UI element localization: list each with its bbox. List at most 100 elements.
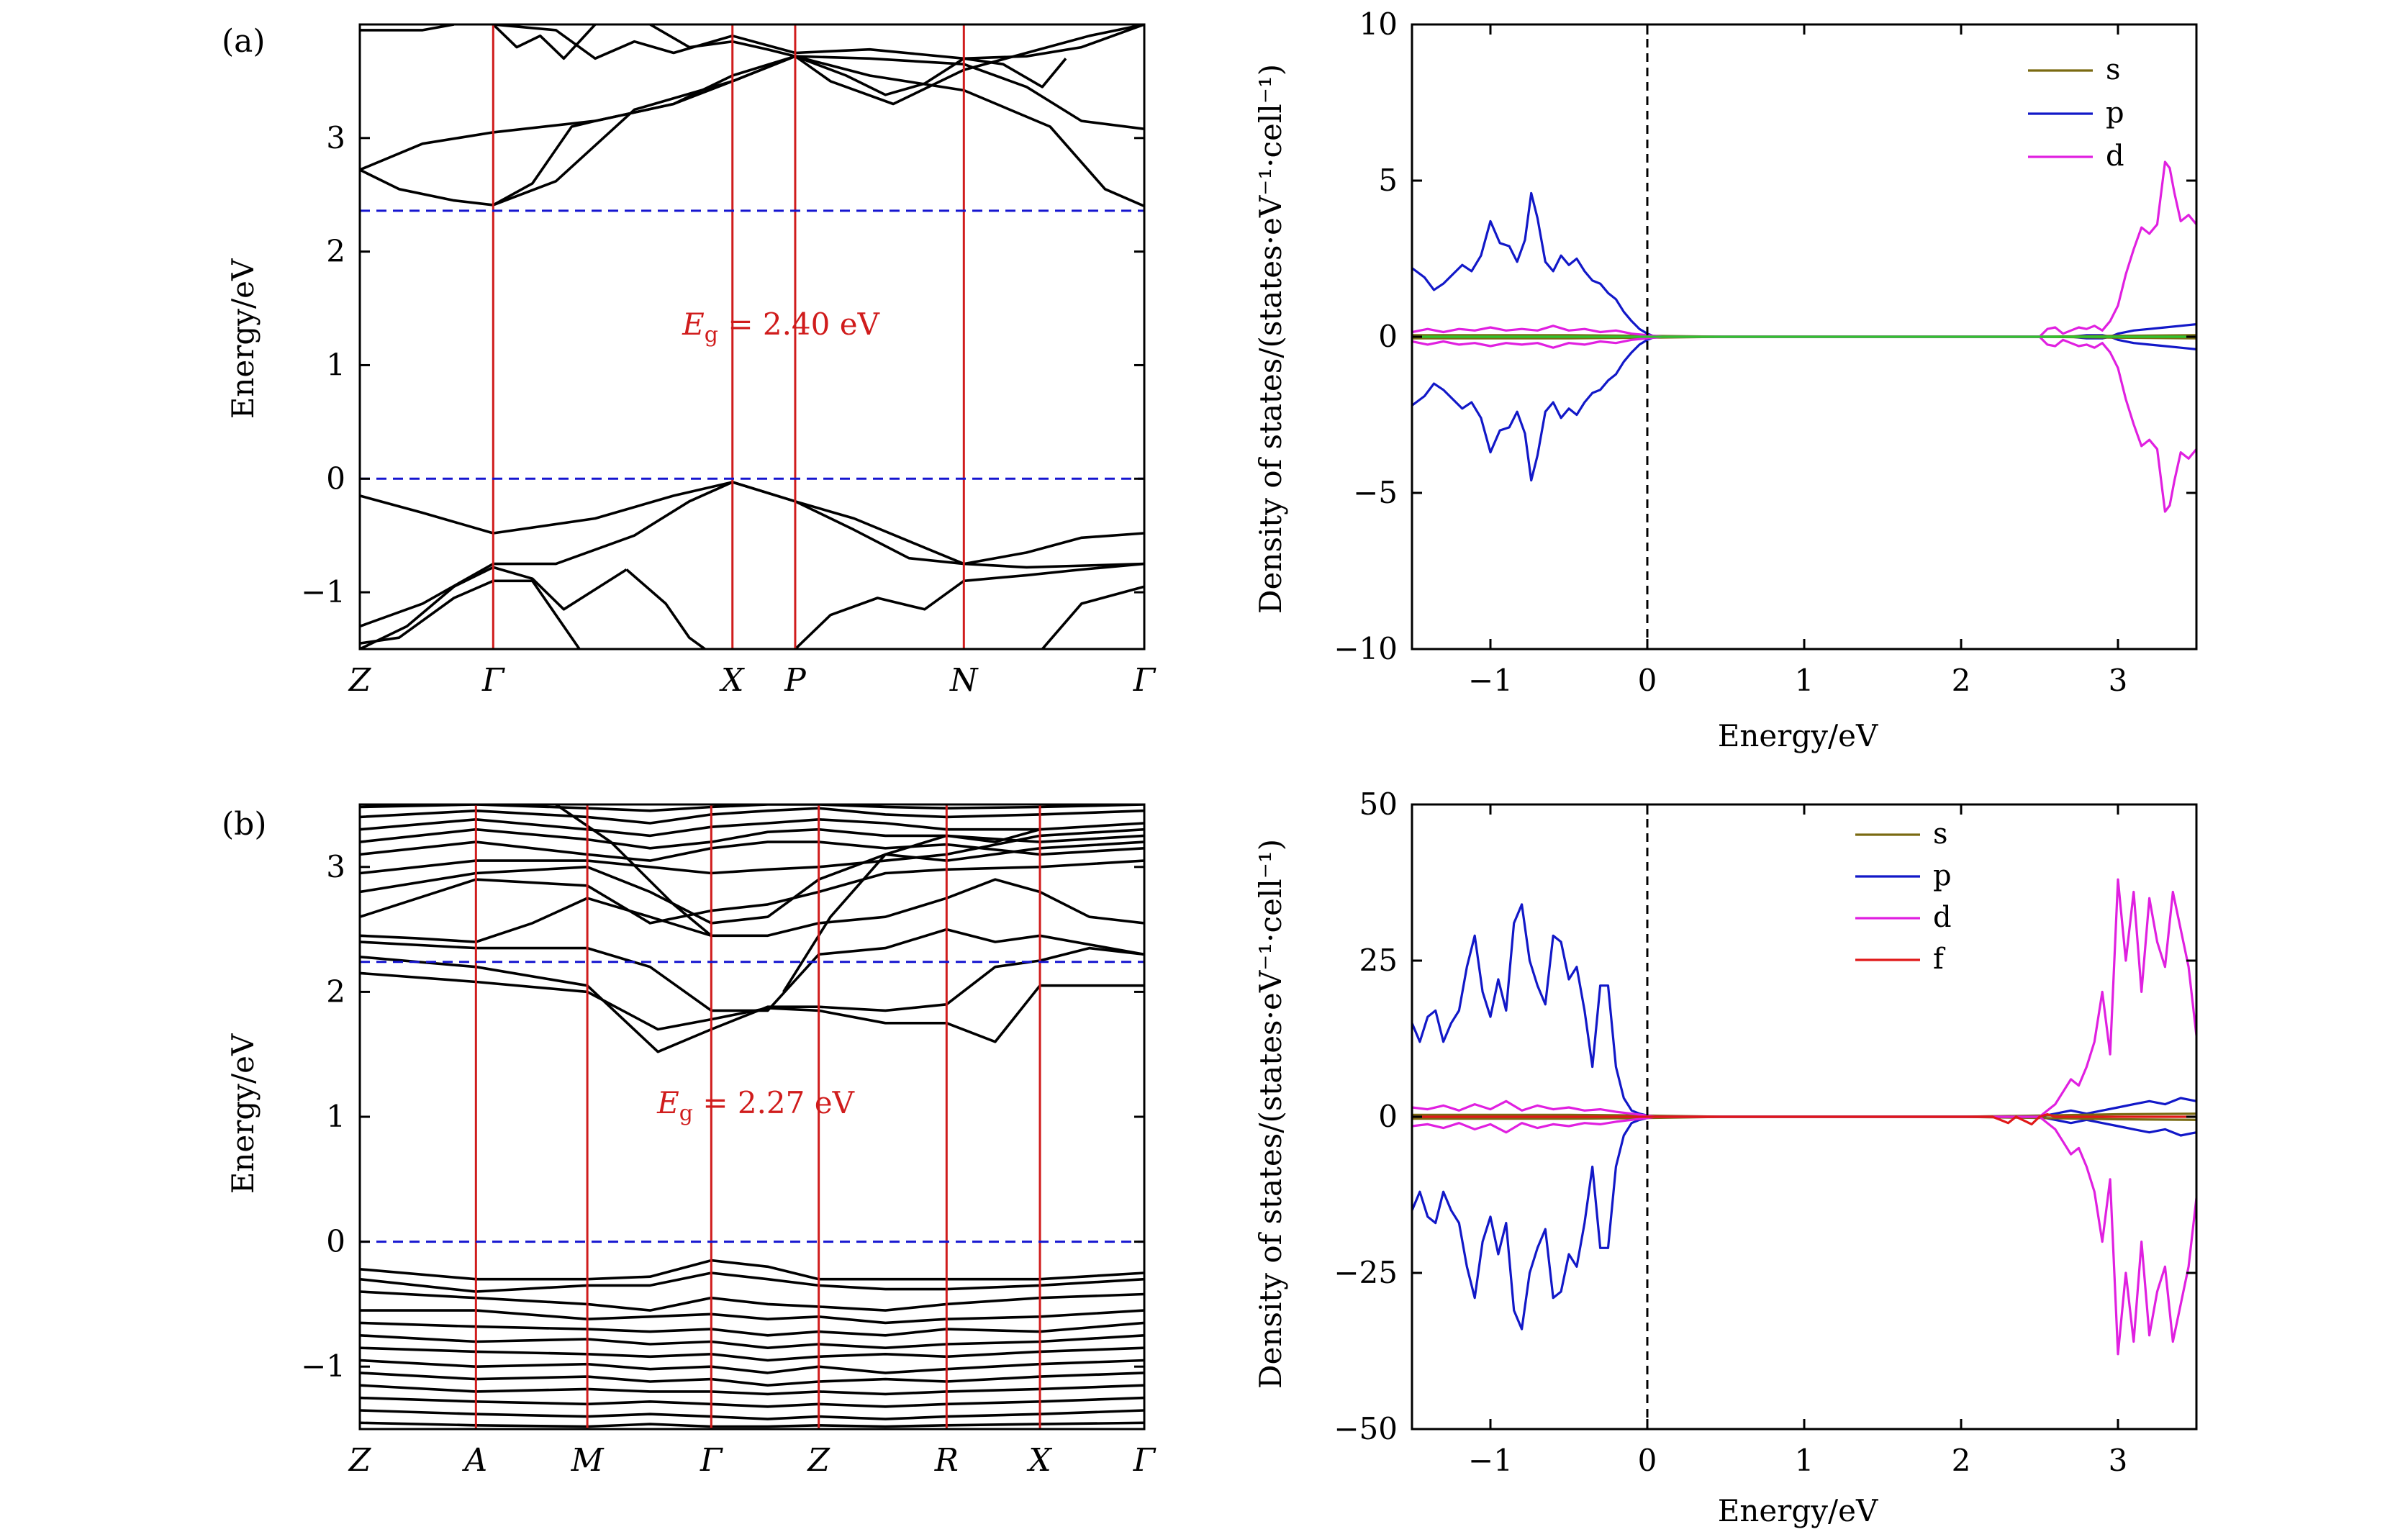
kpoint-label: Γ [700, 1442, 723, 1479]
y-tick-label: 0 [326, 1224, 345, 1259]
band-line [360, 1309, 1144, 1325]
x-tick-label: 0 [1638, 663, 1657, 698]
band-line [360, 1421, 1144, 1428]
y-tick-label: 3 [326, 120, 345, 155]
y-tick-label: 2 [326, 974, 345, 1009]
y-tick-label: −10 [1334, 631, 1398, 666]
y-tick-label: 3 [326, 849, 345, 884]
legend-label-d: d [2106, 140, 2124, 173]
band-line [360, 1359, 1144, 1374]
band-line [360, 1334, 1144, 1349]
x-tick-label: 1 [1795, 663, 1814, 698]
band-line [360, 481, 1144, 566]
band-a-ylabel: Energy/eV [225, 258, 261, 419]
dos-p-down-line [1412, 335, 2196, 482]
band-line [360, 840, 1144, 925]
dos-a: Density of states/(states·eV⁻¹·cell⁻¹) E… [1253, 6, 2198, 753]
legend-label-s: s [1933, 817, 1948, 851]
dos-b-xlabel: Energy/eV [1718, 1493, 1878, 1528]
legend-label-p: p [2106, 96, 2124, 130]
y-tick-label: 1 [326, 347, 345, 382]
y-tick-label: −5 [1353, 475, 1398, 510]
y-tick-label: 0 [326, 461, 345, 496]
dos-p-up-line [1412, 191, 2196, 338]
y-tick-label: 2 [326, 234, 345, 269]
band-line [360, 1259, 1144, 1281]
band-line [794, 562, 1144, 649]
dos-d-up-line [1412, 160, 2196, 338]
band-line [360, 840, 1144, 862]
band-line [360, 1409, 1144, 1420]
dos-a-ylabel: Density of states/(states·eV⁻¹·cell⁻¹) [1253, 64, 1288, 614]
kpoint-label: Z [348, 662, 372, 699]
band-line [1041, 585, 1144, 649]
kpoint-label: R [934, 1442, 959, 1479]
kpoint-label: P [784, 662, 807, 699]
band-line [555, 804, 712, 937]
dos-d-down-line [1412, 1115, 2196, 1356]
y-tick-label: 5 [1378, 163, 1398, 198]
band-line [360, 946, 1144, 1053]
kpoint-label: Z [806, 1442, 830, 1479]
kpoint-label: X [719, 662, 745, 699]
dos-a-xlabel: Energy/eV [1718, 718, 1878, 753]
legend-label-s: s [2106, 53, 2121, 86]
band-line [360, 804, 1144, 812]
band-line [360, 807, 1144, 825]
band-line [360, 24, 455, 32]
band-structure-b: (b) Energy/eV −1 0 1 2 3 Z A M Γ Z R X Γ Eg = 2.27 eV [222, 803, 1157, 1479]
band-line [360, 971, 1144, 1043]
band-line [360, 859, 1144, 925]
kpoint-label: A [461, 1442, 487, 1479]
x-tick-label: −1 [1468, 1443, 1513, 1478]
band-structure-a: (a) Energy/eV −1 0 1 2 3 Z Γ X P N Γ Eg = 2.40 eV [222, 23, 1157, 699]
panel-label-a: (a) [222, 23, 266, 60]
y-tick-label: −25 [1334, 1255, 1398, 1290]
band-line [492, 24, 597, 60]
dos-b: Density of states/(states·eV⁻¹·cell⁻¹) E… [1253, 786, 2198, 1528]
x-tick-label: 2 [1952, 663, 1971, 698]
band-line [360, 1371, 1144, 1387]
y-tick-label: −50 [1334, 1411, 1398, 1446]
x-tick-label: 3 [2109, 1443, 2128, 1478]
x-tick-label: −1 [1468, 663, 1513, 698]
dos-f-up-line [1412, 1112, 2196, 1126]
band-line [360, 878, 1144, 943]
band-line [360, 1396, 1144, 1408]
band-gap-label: Eg = 2.27 eV [656, 1085, 855, 1126]
panel-label-b: (b) [222, 806, 267, 843]
kpoint-label: N [949, 662, 979, 699]
band-line [360, 928, 1144, 1012]
dos-b-ylabel: Density of states/(states·eV⁻¹·cell⁻¹) [1253, 839, 1288, 1389]
kpoint-label: X [1026, 1442, 1052, 1479]
band-line [649, 24, 1067, 96]
y-tick-label: −1 [301, 574, 345, 609]
kpoint-label: Γ [1133, 662, 1157, 699]
y-tick-label: 1 [326, 1099, 345, 1134]
y-tick-label: 50 [1359, 786, 1398, 822]
band-line [360, 1346, 1144, 1362]
plot-frame [358, 23, 1146, 650]
x-tick-label: 2 [1952, 1443, 1971, 1478]
y-tick-label: 0 [1378, 319, 1398, 354]
x-tick-label: 0 [1638, 1443, 1657, 1478]
y-tick-label: 25 [1359, 943, 1398, 978]
band-line [493, 24, 1144, 60]
dos-d-down-line [1412, 335, 2196, 513]
kpoint-label: Γ [481, 662, 505, 699]
band-line [360, 818, 1144, 838]
legend-label-d: d [1933, 901, 1952, 934]
dos-d-up-line [1412, 878, 2196, 1118]
band-line [360, 55, 1144, 171]
y-tick-label: −1 [301, 1348, 345, 1384]
band-line [360, 1321, 1144, 1337]
band-line [360, 1271, 1144, 1293]
band-line [360, 1384, 1144, 1396]
kpoint-label: Γ [1133, 1442, 1157, 1479]
x-tick-label: 3 [2109, 663, 2128, 698]
band-line [782, 828, 1041, 993]
band-gap-label: Eg = 2.40 eV [682, 307, 880, 348]
y-tick-label: 0 [1378, 1099, 1398, 1134]
band-line [360, 1290, 1144, 1312]
